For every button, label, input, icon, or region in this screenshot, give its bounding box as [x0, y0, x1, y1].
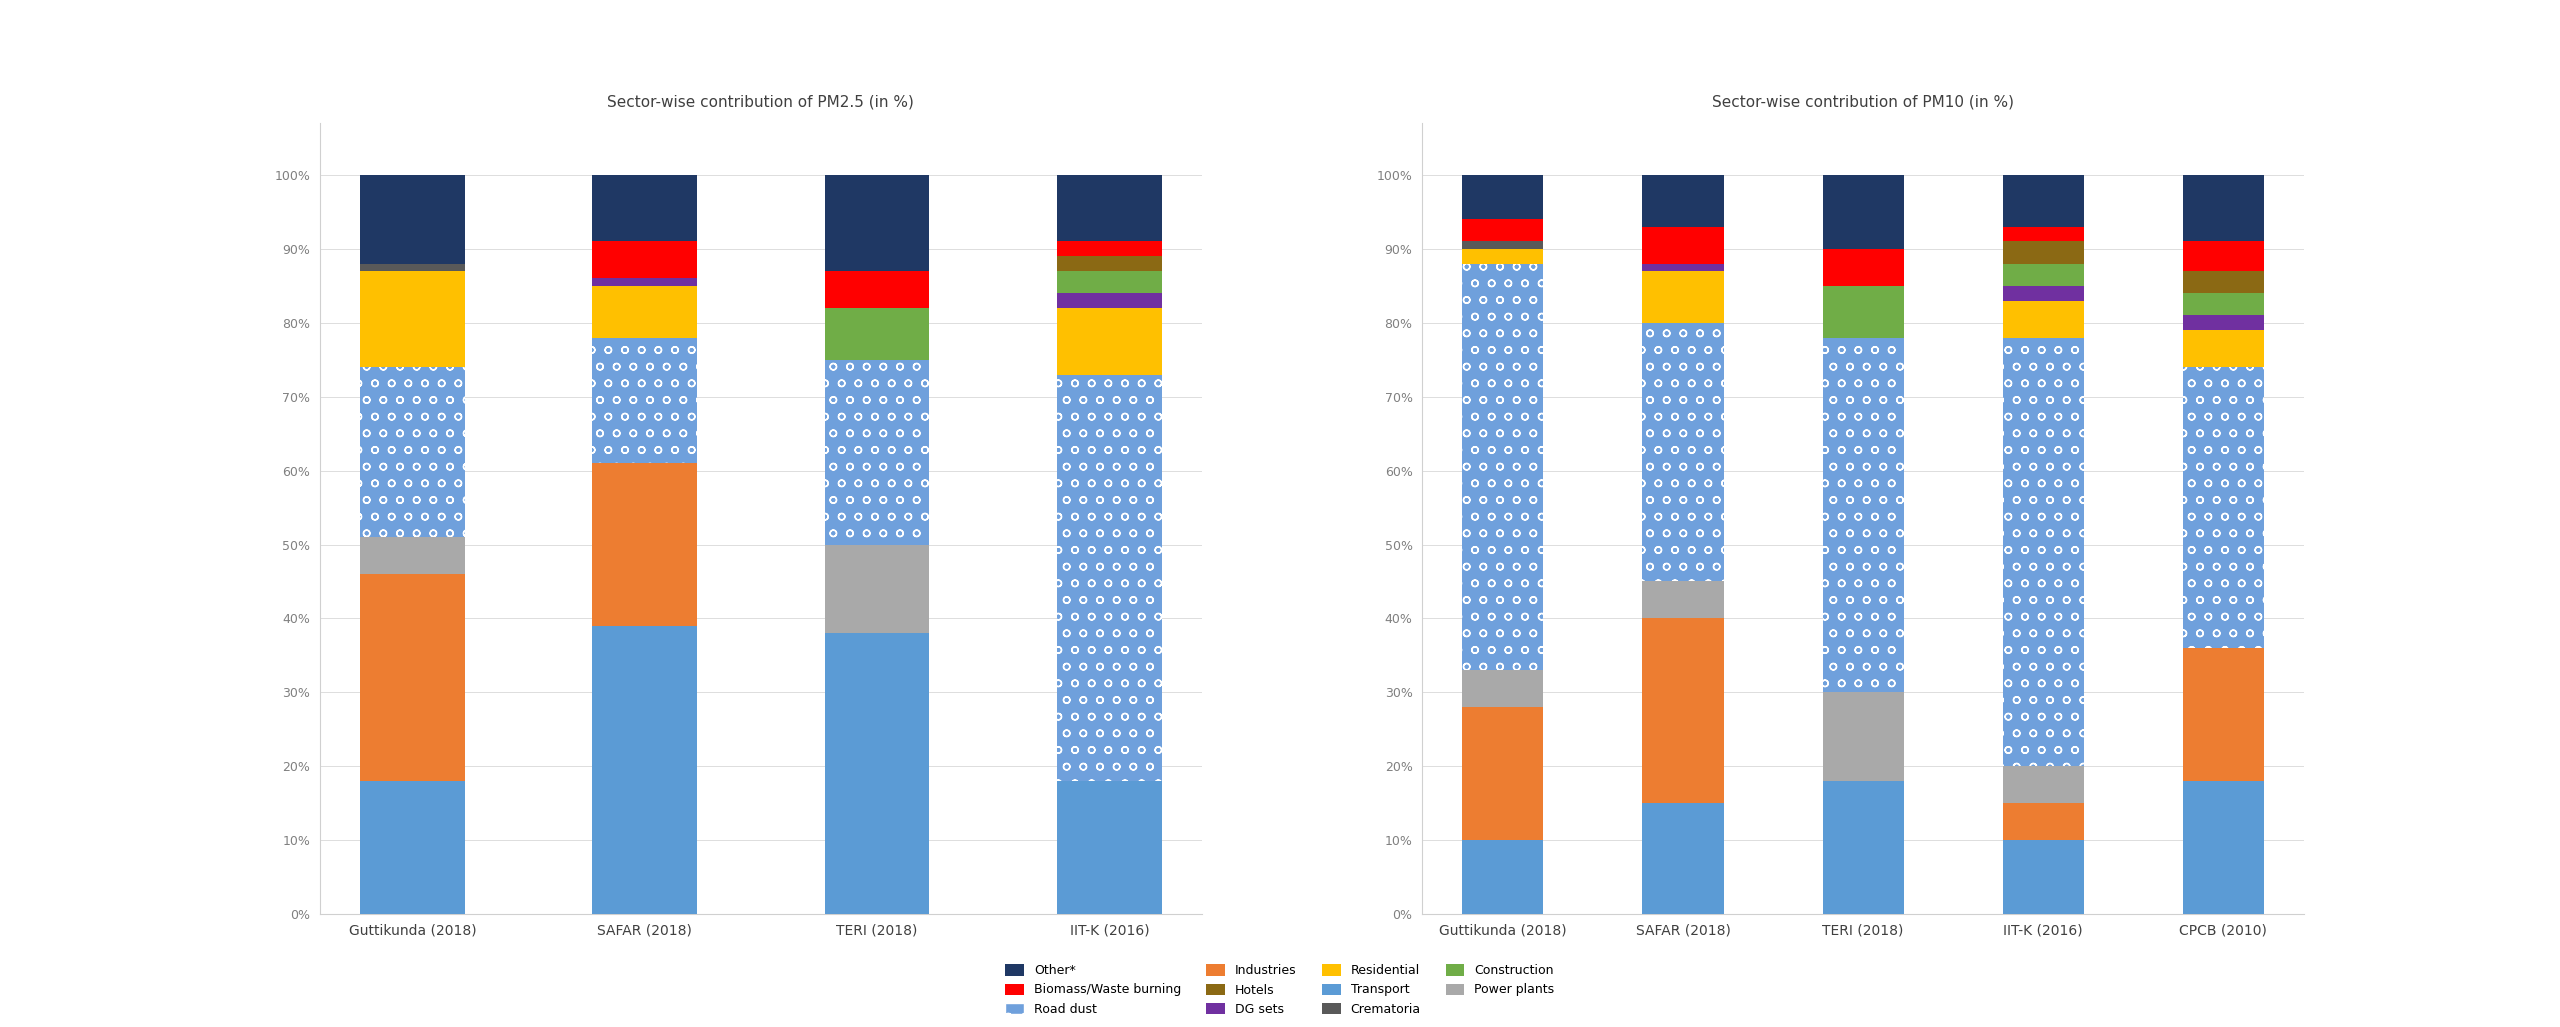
Bar	[824, 359, 929, 544]
Bar	[2002, 241, 2084, 264]
Bar	[1644, 271, 1723, 322]
Bar	[591, 175, 696, 241]
Bar	[2002, 840, 2084, 914]
Bar	[361, 781, 463, 914]
Bar	[1644, 264, 1723, 271]
Bar	[361, 574, 463, 781]
Bar	[591, 286, 696, 338]
Bar	[1057, 175, 1162, 241]
Bar	[591, 625, 696, 914]
Bar	[1823, 781, 1905, 914]
Bar	[2184, 175, 2263, 241]
Bar	[1644, 322, 1723, 581]
Bar	[591, 463, 696, 625]
Bar	[1462, 175, 1544, 220]
Bar	[1462, 671, 1544, 708]
Bar	[1057, 294, 1162, 308]
Bar	[1644, 175, 1723, 227]
Bar	[1057, 271, 1162, 294]
Bar	[591, 241, 696, 278]
Bar	[1462, 264, 1544, 671]
Bar	[361, 367, 463, 537]
Bar	[1462, 264, 1544, 671]
Bar	[1462, 220, 1544, 241]
Legend: Other*, Biomass/Waste burning, Road dust, Industries, Hotels, DG sets, Residenti: Other*, Biomass/Waste burning, Road dust…	[1001, 959, 1559, 1021]
Title: Sector-wise contribution of PM10 (in %): Sector-wise contribution of PM10 (in %)	[1713, 94, 2015, 110]
Bar	[591, 338, 696, 463]
Bar	[1462, 708, 1544, 840]
Bar	[2184, 367, 2263, 648]
Bar	[1462, 249, 1544, 264]
Bar	[824, 271, 929, 308]
Bar	[2184, 294, 2263, 315]
Bar	[2002, 338, 2084, 766]
Bar	[2184, 330, 2263, 367]
Bar	[1644, 581, 1723, 618]
Bar	[1823, 286, 1905, 338]
Bar	[2002, 175, 2084, 227]
Bar	[824, 634, 929, 914]
Bar	[1823, 692, 1905, 781]
Bar	[2002, 227, 2084, 241]
Bar	[2002, 803, 2084, 840]
Bar	[2002, 264, 2084, 286]
Bar	[361, 264, 463, 271]
Bar	[824, 308, 929, 359]
Bar	[1823, 338, 1905, 692]
Bar	[1057, 241, 1162, 257]
Bar	[2184, 241, 2263, 271]
Bar	[591, 278, 696, 286]
Bar	[2002, 338, 2084, 766]
Bar	[2002, 286, 2084, 301]
Bar	[2184, 367, 2263, 648]
Bar	[1057, 257, 1162, 271]
Bar	[361, 367, 463, 537]
Bar	[824, 175, 929, 271]
Bar	[591, 338, 696, 463]
Bar	[1823, 175, 1905, 249]
Bar	[1644, 227, 1723, 264]
Title: Sector-wise contribution of PM2.5 (in %): Sector-wise contribution of PM2.5 (in %)	[607, 94, 914, 110]
Bar	[2184, 648, 2263, 781]
Bar	[1644, 803, 1723, 914]
Bar	[1057, 781, 1162, 914]
Bar	[361, 271, 463, 367]
Bar	[1057, 308, 1162, 375]
Bar	[2002, 766, 2084, 803]
Bar	[1462, 241, 1544, 249]
Bar	[1823, 338, 1905, 692]
Bar	[361, 175, 463, 264]
Bar	[824, 544, 929, 634]
Bar	[2184, 271, 2263, 294]
Bar	[1057, 375, 1162, 781]
Bar	[1644, 322, 1723, 581]
Bar	[1057, 375, 1162, 781]
Bar	[824, 359, 929, 544]
Bar	[1823, 249, 1905, 286]
Bar	[361, 537, 463, 574]
Bar	[1462, 840, 1544, 914]
Bar	[2184, 315, 2263, 330]
Bar	[2002, 301, 2084, 338]
Bar	[1644, 618, 1723, 803]
Bar	[2184, 781, 2263, 914]
